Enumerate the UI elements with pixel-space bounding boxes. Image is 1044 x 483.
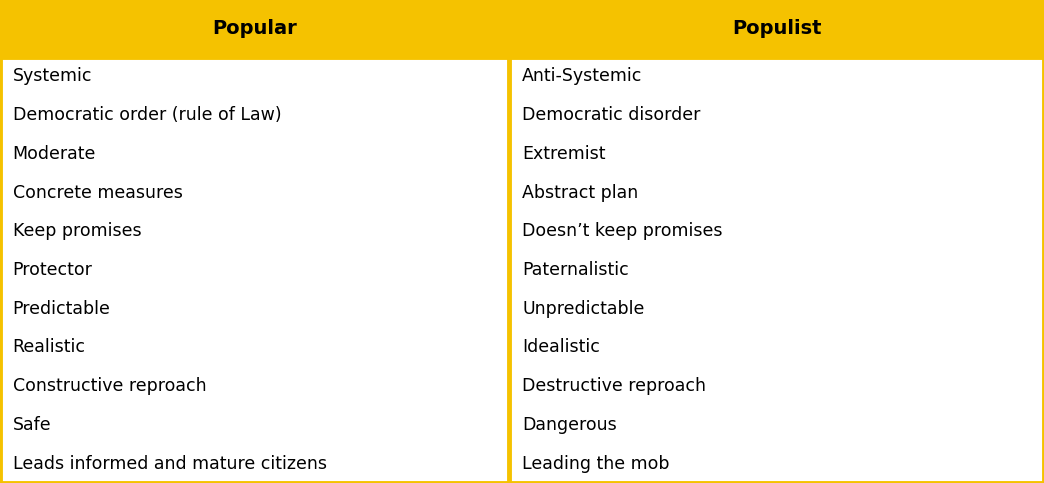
Text: Populist: Populist [732,19,822,38]
Text: Anti-Systemic: Anti-Systemic [522,67,642,85]
Text: Moderate: Moderate [13,145,96,163]
Text: Doesn’t keep promises: Doesn’t keep promises [522,222,722,240]
Text: Concrete measures: Concrete measures [13,184,183,201]
Text: Realistic: Realistic [13,339,86,356]
Text: Predictable: Predictable [13,300,111,318]
Text: Leading the mob: Leading the mob [522,455,669,473]
Text: Extremist: Extremist [522,145,606,163]
Text: Popular: Popular [212,19,298,38]
Text: Dangerous: Dangerous [522,416,617,434]
Text: Idealistic: Idealistic [522,339,600,356]
Text: Democratic order (rule of Law): Democratic order (rule of Law) [13,106,281,124]
Text: Systemic: Systemic [13,67,92,85]
Text: Leads informed and mature citizens: Leads informed and mature citizens [13,455,327,473]
Text: Protector: Protector [13,261,93,279]
Bar [0,0,1044,57]
Text: Abstract plan: Abstract plan [522,184,638,201]
Text: Paternalistic: Paternalistic [522,261,628,279]
Text: Keep promises: Keep promises [13,222,141,240]
Text: Constructive reproach: Constructive reproach [13,377,206,395]
Text: Democratic disorder: Democratic disorder [522,106,701,124]
Text: Safe: Safe [13,416,51,434]
Text: Destructive reproach: Destructive reproach [522,377,706,395]
Text: Unpredictable: Unpredictable [522,300,644,318]
